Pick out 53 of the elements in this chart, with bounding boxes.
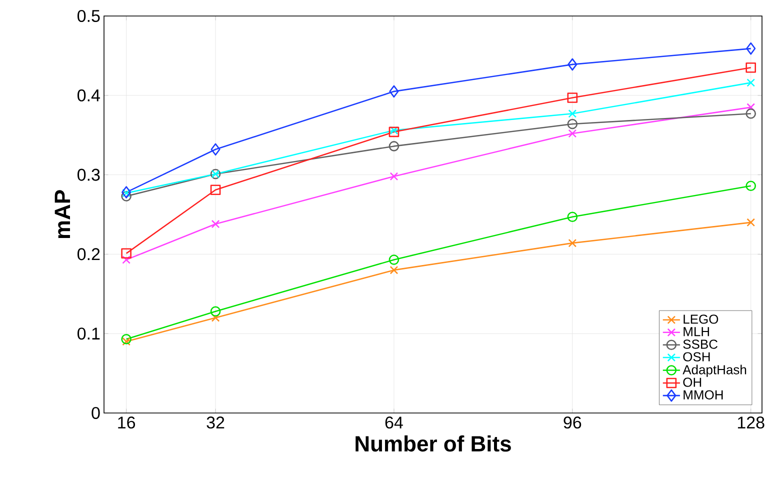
point: [746, 62, 756, 73]
point: [122, 186, 132, 198]
legend-label: MLH: [684, 327, 709, 336]
point: [122, 256, 130, 264]
legend-label: LEGO: [684, 314, 718, 324]
point: [210, 184, 221, 196]
point: [121, 191, 132, 202]
point: [121, 248, 132, 259]
point: [388, 254, 400, 265]
y-tick-label: 0.4: [78, 89, 100, 102]
point: [390, 266, 398, 274]
point: [389, 85, 399, 98]
legend-label: SSBC: [683, 340, 718, 349]
y-tick-label: 0.1: [78, 328, 100, 340]
point: [568, 58, 578, 71]
y-tick-label: 0: [92, 406, 100, 420]
y-axis-title: mAP: [54, 190, 70, 238]
x-tick-label: 32: [206, 416, 224, 429]
point: [210, 143, 220, 156]
x-tick-label: 64: [385, 416, 403, 429]
point: [121, 334, 132, 344]
point: [388, 126, 400, 138]
point: [568, 129, 577, 138]
point: [567, 92, 578, 103]
point: [746, 180, 756, 192]
point: [746, 218, 756, 227]
point: [210, 306, 221, 317]
point: [122, 188, 130, 198]
y-tick-label: 0.5: [78, 10, 100, 22]
x-tick-label: 128: [738, 416, 764, 429]
point: [568, 109, 577, 118]
point: [122, 337, 130, 346]
point: [746, 103, 756, 112]
point: [746, 42, 756, 55]
point: [211, 220, 220, 228]
y-tick-label: 0.3: [78, 168, 100, 181]
point: [567, 118, 578, 130]
legend-label: AdaptHash: [682, 364, 746, 377]
x-tick-label: 16: [118, 416, 136, 429]
point: [390, 172, 398, 181]
point: [746, 108, 756, 119]
legend-label: OH: [683, 378, 702, 387]
legend-label: MMOH: [684, 390, 723, 400]
point: [390, 126, 398, 135]
point: [568, 238, 577, 248]
legend-label: OSH: [683, 352, 710, 362]
x-tick-label: 96: [564, 416, 582, 429]
point: [567, 212, 578, 222]
point: [746, 78, 756, 87]
y-tick-label: 0.2: [78, 248, 100, 260]
point: [211, 314, 220, 322]
point: [388, 141, 400, 152]
x-axis-title: Number of Bits: [356, 435, 511, 452]
